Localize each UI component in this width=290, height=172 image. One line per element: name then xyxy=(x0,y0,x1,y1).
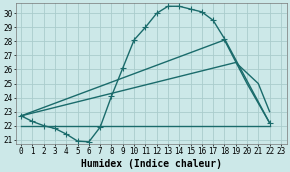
X-axis label: Humidex (Indice chaleur): Humidex (Indice chaleur) xyxy=(81,158,222,169)
